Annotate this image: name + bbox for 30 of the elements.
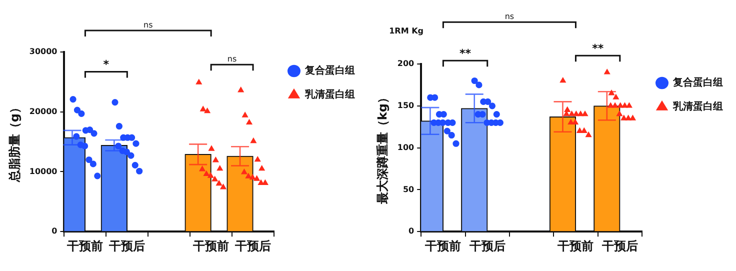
annotation: ns: [227, 54, 237, 64]
x-tick-label: 干预前: [192, 238, 230, 253]
text: ns: [144, 20, 153, 30]
y-tick-label: 150: [397, 100, 415, 110]
y-tick-label: 20000: [29, 106, 58, 116]
x-tick-label: 干预前: [66, 238, 104, 253]
x-tick-label: 干预前: [424, 238, 462, 253]
y-tick-label: 10000: [29, 166, 58, 176]
text: **: [592, 42, 604, 55]
x-tick-label: 干预前: [556, 238, 594, 253]
y-tick-label: 200: [397, 59, 415, 68]
legend-label: 复合蛋白组: [672, 76, 723, 89]
legend-label: 复合蛋白组: [304, 64, 355, 77]
x-tick-label: 干预后: [108, 238, 146, 253]
y-axis-title: 总脂肪量（g）: [7, 102, 22, 184]
legend-label: 乳清蛋白组: [672, 100, 723, 113]
y-tick-label: 30000: [29, 47, 58, 56]
legend-label: 乳清蛋白组: [304, 88, 355, 101]
annotation: *: [103, 58, 110, 72]
x-tick-label: 干预后: [468, 238, 506, 253]
text: **: [460, 47, 472, 60]
text: 1RM Kg: [389, 26, 424, 36]
y-tick-label: 0: [408, 226, 415, 236]
y-tick-label: 100: [397, 142, 415, 152]
y-tick-label: 0: [52, 226, 58, 236]
x-tick-label: 干预后: [600, 238, 638, 253]
y-axis-title: 最大深蹲重量（kg）: [375, 92, 390, 206]
text: ns: [504, 12, 514, 22]
x-tick-label: 干预后: [234, 238, 272, 253]
y-tick-label: 50: [402, 184, 415, 194]
